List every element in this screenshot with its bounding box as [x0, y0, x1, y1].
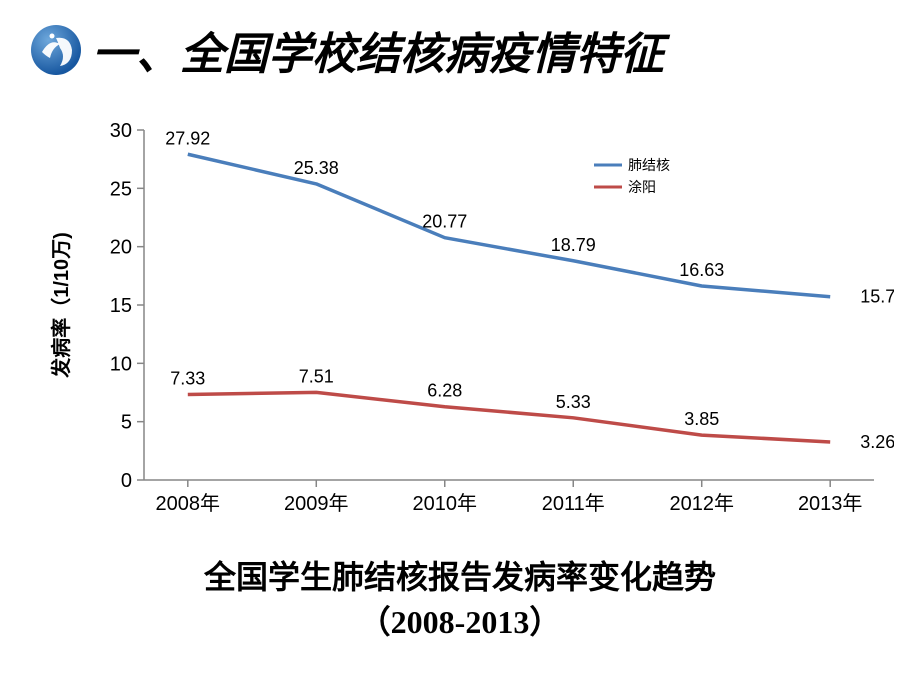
svg-text:3.85: 3.85 — [684, 409, 719, 429]
svg-text:5: 5 — [121, 412, 132, 434]
svg-text:30: 30 — [110, 120, 132, 142]
svg-text:2008年: 2008年 — [156, 492, 221, 515]
svg-text:20: 20 — [110, 237, 132, 259]
svg-text:7.33: 7.33 — [170, 368, 205, 388]
page-title: 一、全国学校结核病疫情特征 — [92, 18, 664, 82]
svg-text:27.92: 27.92 — [165, 128, 210, 148]
logo-icon — [30, 24, 82, 76]
svg-text:7.51: 7.51 — [299, 366, 334, 386]
svg-text:肺结核: 肺结核 — [628, 158, 670, 174]
svg-text:5.33: 5.33 — [556, 392, 591, 412]
incidence-chart: 0 5 10 15 20 25 30 2008年 2009年 2010年 2011年 2012年 201… — [34, 110, 894, 540]
svg-text:2012年: 2012年 — [669, 492, 734, 515]
title-row: 一、全国学校结核病疫情特征 — [30, 18, 664, 82]
svg-text:16.63: 16.63 — [679, 260, 724, 280]
svg-text:20.77: 20.77 — [422, 212, 467, 232]
caption-line-1: 全国学生肺结核报告发病率变化趋势 — [204, 559, 716, 595]
svg-text:6.28: 6.28 — [427, 381, 462, 401]
svg-text:涂阳: 涂阳 — [628, 180, 656, 196]
svg-text:3.26: 3.26 — [860, 432, 894, 452]
svg-text:25.38: 25.38 — [294, 158, 339, 178]
svg-text:2009年: 2009年 — [284, 492, 349, 515]
svg-text:发病率（1/10万): 发病率（1/10万) — [49, 232, 73, 379]
svg-text:2013年: 2013年 — [798, 492, 863, 515]
chart-caption: 全国学生肺结核报告发病率变化趋势 （2008-2013） — [0, 555, 920, 645]
svg-text:15: 15 — [110, 295, 132, 317]
svg-text:2011年: 2011年 — [542, 492, 605, 515]
svg-text:25: 25 — [110, 178, 132, 200]
svg-text:15.71: 15.71 — [860, 287, 894, 307]
caption-line-2: （2008-2013） — [359, 604, 562, 640]
svg-text:0: 0 — [121, 470, 132, 492]
svg-text:10: 10 — [110, 353, 132, 375]
svg-text:2010年: 2010年 — [413, 492, 478, 515]
svg-text:18.79: 18.79 — [551, 235, 596, 255]
